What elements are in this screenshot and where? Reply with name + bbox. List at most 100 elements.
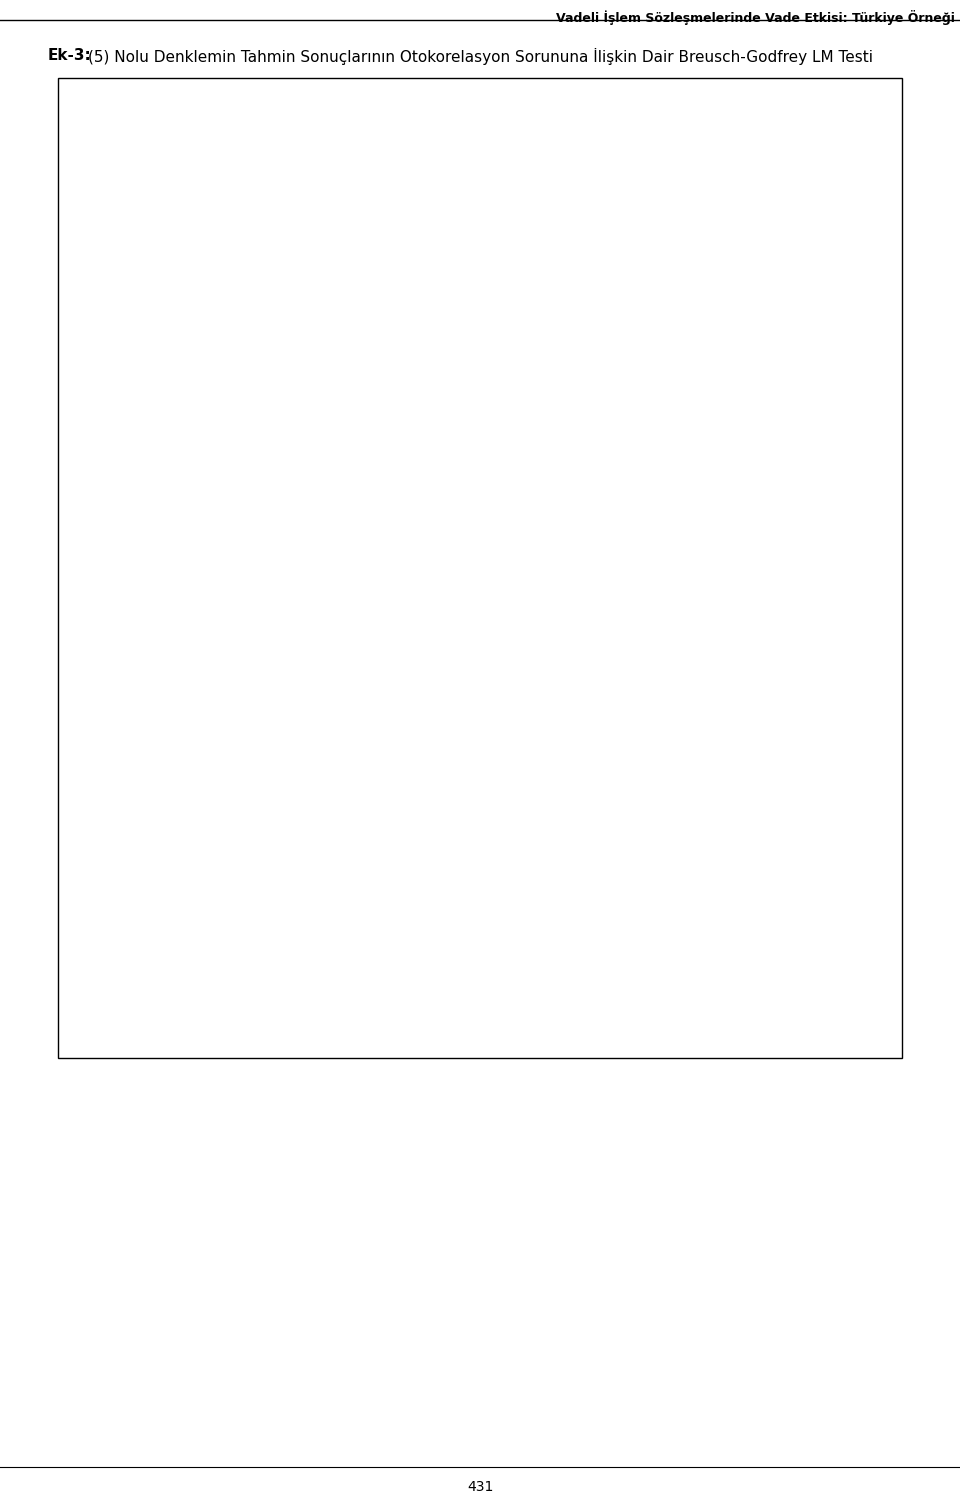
Text: RESID(-3): RESID(-3) xyxy=(152,678,218,693)
Text: 0.0245590: 0.0245590 xyxy=(413,624,488,639)
Text: Hannan-Quinn criter.: Hannan-Quinn criter. xyxy=(375,869,519,883)
Text: -0.0384150: -0.0384150 xyxy=(271,705,349,720)
Text: 0.0000017: 0.0000017 xyxy=(273,543,348,558)
Text: F-statistic: F-statistic xyxy=(75,153,143,166)
Text: -0.0463760: -0.0463760 xyxy=(271,678,349,693)
Text: -12.45117: -12.45117 xyxy=(814,812,885,827)
Text: 431: 431 xyxy=(467,1480,493,1495)
Text: 0.0593: 0.0593 xyxy=(827,678,875,693)
Text: KUR: KUR xyxy=(171,543,199,558)
Text: t-Statistic: t-Statistic xyxy=(562,402,629,417)
Text: 0.010308: 0.010308 xyxy=(562,570,628,585)
Text: RESID(-4): RESID(-4) xyxy=(152,705,218,720)
Text: Breusch-Godfrey Serial Correlation LM Test:: Breusch-Godfrey Serial Correlation LM Te… xyxy=(75,93,377,106)
Text: Ek-3:: Ek-3: xyxy=(48,48,92,63)
Text: -0.0000009: -0.0000009 xyxy=(271,516,349,531)
Text: 0.005946: 0.005946 xyxy=(277,757,343,770)
Text: -0.0287800: -0.0287800 xyxy=(271,624,349,639)
Text: 0.0042980: 0.0042980 xyxy=(273,462,348,477)
Text: -1.559879: -1.559879 xyxy=(560,705,631,720)
Text: 0.0000002: 0.0000002 xyxy=(273,489,348,504)
Text: 0.0000495: 0.0000495 xyxy=(413,570,488,585)
Text: Coefficient: Coefficient xyxy=(273,402,348,417)
Text: ALT: ALT xyxy=(173,597,197,612)
Text: 9.912204: 9.912204 xyxy=(265,181,331,195)
Text: 0.146932: 0.146932 xyxy=(562,462,628,477)
Text: 0.449309: 0.449309 xyxy=(277,925,343,938)
Text: Prob.: Prob. xyxy=(840,402,875,417)
Text: R-squared: R-squared xyxy=(75,757,145,770)
Text: VT: VT xyxy=(176,462,194,477)
Text: 0.9811: 0.9811 xyxy=(827,516,875,531)
Text: 0.0000563: 0.0000563 xyxy=(413,435,488,450)
Text: 0.1190: 0.1190 xyxy=(827,705,875,720)
Text: -0.023639: -0.023639 xyxy=(560,516,631,531)
Text: Included observations: 1667: Included observations: 1667 xyxy=(75,340,273,354)
Text: Log likelihood: Log likelihood xyxy=(75,869,171,883)
Text: Variable: Variable xyxy=(156,402,213,417)
Text: -1.171876: -1.171876 xyxy=(560,624,631,639)
Text: Date: 03/30/15   Time: 11:39: Date: 03/30/15 Time: 11:39 xyxy=(75,294,276,307)
Text: Prob. F(4,1656): Prob. F(4,1656) xyxy=(360,153,468,166)
Text: 0.000000: 0.000000 xyxy=(820,757,885,770)
Text: 0.8832: 0.8832 xyxy=(827,462,875,477)
Text: 1.997339: 1.997339 xyxy=(819,896,885,911)
Text: 0.2414: 0.2414 xyxy=(827,624,875,639)
Text: 0.0000498: 0.0000498 xyxy=(413,543,488,558)
Text: BIST: BIST xyxy=(170,516,201,531)
Text: (5) Nolu Denklemin Tahmin Sonuçlarının Otokorelasyon Sorununa İlişkin Dair Breus: (5) Nolu Denklemin Tahmin Sonuçlarının O… xyxy=(88,48,873,64)
Text: END: END xyxy=(170,570,200,585)
Text: 0.030114: 0.030114 xyxy=(562,597,628,612)
Text: Adjusted R-squared: Adjusted R-squared xyxy=(75,785,210,799)
Text: RESID(-2): RESID(-2) xyxy=(152,651,218,666)
Text: VKAS: VKAS xyxy=(167,489,204,504)
Text: 0.9616: 0.9616 xyxy=(827,435,875,450)
Text: 0.0245770: 0.0245770 xyxy=(413,678,487,693)
Text: 0.9792: 0.9792 xyxy=(827,489,875,504)
Text: C: C xyxy=(180,435,190,450)
Text: 0.034625: 0.034625 xyxy=(563,543,628,558)
Text: 0.0000500: 0.0000500 xyxy=(413,597,487,612)
Text: Mean dependent var: Mean dependent var xyxy=(375,757,519,770)
Text: Vadeli İşlem Sözleşmelerinde Vade Etkisi: Türkiye Örneği: Vadeli İşlem Sözleşmelerinde Vade Etkisi… xyxy=(556,10,955,25)
Text: -0.000057: -0.000057 xyxy=(275,785,346,799)
Text: 0.000377: 0.000377 xyxy=(277,841,343,854)
Text: Sum squared resid: Sum squared resid xyxy=(75,841,204,854)
Text: 0.0246270: 0.0246270 xyxy=(413,705,488,720)
Text: 0.0394160: 0.0394160 xyxy=(273,651,348,666)
Text: 1.605598: 1.605598 xyxy=(562,651,628,666)
Text: Obs*R-squared: Obs*R-squared xyxy=(75,181,180,195)
Text: 2.476424: 2.476424 xyxy=(265,153,331,166)
Text: Std. Error: Std. Error xyxy=(417,402,483,417)
Text: Presample missing value lagged residuals set to zero.: Presample missing value lagged residuals… xyxy=(75,363,448,378)
Text: Method: Least Squares: Method: Least Squares xyxy=(75,271,234,285)
Text: 0.0000066: 0.0000066 xyxy=(413,489,488,504)
Text: 0.9724: 0.9724 xyxy=(827,543,875,558)
Text: -0.0000027: -0.0000027 xyxy=(271,435,349,450)
Text: Prob. Chi-Square(4): Prob. Chi-Square(4) xyxy=(360,181,495,195)
Text: Dependent Variable: RESID: Dependent Variable: RESID xyxy=(75,247,264,262)
Text: F-statistic: F-statistic xyxy=(75,896,143,911)
Text: -0.048171: -0.048171 xyxy=(560,435,631,450)
Text: 0.000477: 0.000477 xyxy=(277,812,343,827)
Text: 0.0000015: 0.0000015 xyxy=(273,597,348,612)
Text: 0.0292520: 0.0292520 xyxy=(413,462,488,477)
Text: 0.9760: 0.9760 xyxy=(827,597,875,612)
Text: -12.43791: -12.43791 xyxy=(814,869,885,883)
Text: S.D. dependent var: S.D. dependent var xyxy=(375,785,510,799)
Text: Sample: 1 1667: Sample: 1 1667 xyxy=(75,316,184,331)
Text: -12.41541: -12.41541 xyxy=(814,841,885,854)
Text: Schwarz criterion: Schwarz criterion xyxy=(375,841,495,854)
Text: S.E. of regression: S.E. of regression xyxy=(75,812,196,827)
Text: 0.990570: 0.990570 xyxy=(277,896,343,911)
Text: Prob(F-statistic): Prob(F-statistic) xyxy=(75,925,184,938)
Text: 0.026136: 0.026136 xyxy=(562,489,628,504)
Text: 0.9918: 0.9918 xyxy=(827,570,875,585)
Text: 0.1086: 0.1086 xyxy=(827,651,875,666)
Text: RESID(-1): RESID(-1) xyxy=(152,624,218,639)
Text: -1.886988: -1.886988 xyxy=(560,678,631,693)
Text: 0.0419: 0.0419 xyxy=(836,181,885,195)
Text: 0.000477: 0.000477 xyxy=(820,785,885,799)
Text: 10389.05: 10389.05 xyxy=(277,869,343,883)
Text: 0.0000361: 0.0000361 xyxy=(413,516,488,531)
